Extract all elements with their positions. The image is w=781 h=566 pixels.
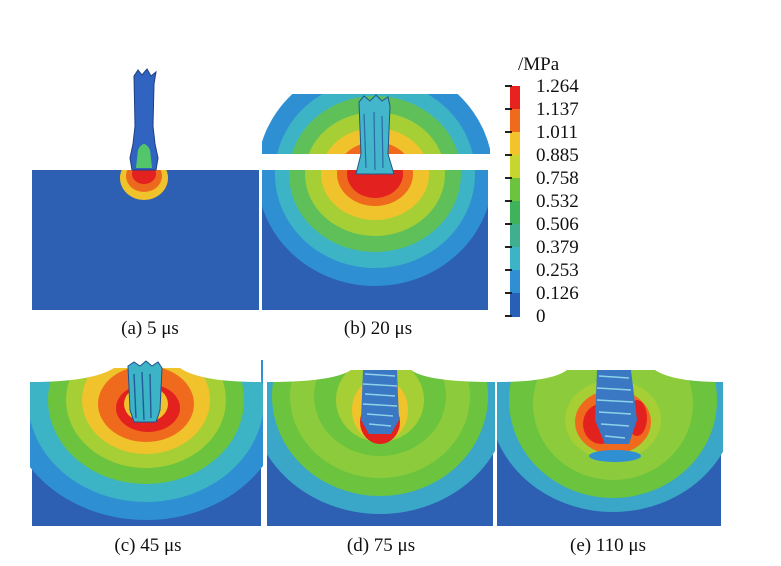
legend-level-label: 0.379 bbox=[536, 237, 579, 258]
panel-a-image bbox=[30, 66, 261, 312]
legend-level-label: 0.506 bbox=[536, 214, 579, 235]
legend-segment bbox=[510, 270, 520, 294]
panel-d-image bbox=[267, 360, 495, 528]
legend-segment bbox=[510, 178, 520, 202]
legend-level-label: 1.011 bbox=[536, 122, 579, 143]
legend-tick bbox=[505, 154, 512, 156]
legend-tick bbox=[505, 177, 512, 179]
legend-tick bbox=[505, 108, 512, 110]
caption-c: (c) 45 μs bbox=[114, 535, 182, 556]
caption-d: (d) 75 μs bbox=[346, 535, 416, 556]
legend-segment bbox=[510, 132, 520, 156]
legend-level-label: 0.885 bbox=[536, 145, 579, 166]
legend-segment bbox=[510, 86, 520, 110]
legend-segment bbox=[510, 201, 520, 225]
caption-a: (a) 5 μs bbox=[121, 318, 179, 339]
legend-level-label: 1.137 bbox=[536, 99, 579, 120]
legend-level-label: 0.253 bbox=[536, 260, 579, 281]
legend-tick bbox=[505, 200, 512, 202]
legend-segment bbox=[510, 224, 520, 248]
caption-b: (b) 20 μs bbox=[343, 318, 413, 339]
legend-tick bbox=[505, 85, 512, 87]
legend-level-label: 0.126 bbox=[536, 283, 579, 304]
legend-tick bbox=[505, 292, 512, 294]
legend-segment bbox=[510, 109, 520, 133]
caption-e: (e) 110 μs bbox=[570, 535, 646, 556]
panel-b-image bbox=[262, 94, 490, 312]
legend-tick bbox=[505, 131, 512, 133]
panel-c-image bbox=[30, 360, 263, 528]
legend-level-label: 0 bbox=[536, 306, 546, 327]
legend-segment bbox=[510, 247, 520, 271]
legend-colorbar bbox=[510, 86, 520, 317]
legend-segment bbox=[510, 293, 520, 317]
legend-tick bbox=[505, 269, 512, 271]
legend-tick bbox=[505, 246, 512, 248]
legend-level-label: 0.758 bbox=[536, 168, 579, 189]
legend-unit: /MPa bbox=[518, 54, 560, 75]
legend-tick bbox=[505, 223, 512, 225]
panel-e-image bbox=[497, 360, 723, 528]
legend-tick bbox=[505, 315, 512, 317]
legend-level-label: 1.264 bbox=[536, 76, 579, 97]
legend-level-label: 0.532 bbox=[536, 191, 579, 212]
legend-segment bbox=[510, 155, 520, 179]
